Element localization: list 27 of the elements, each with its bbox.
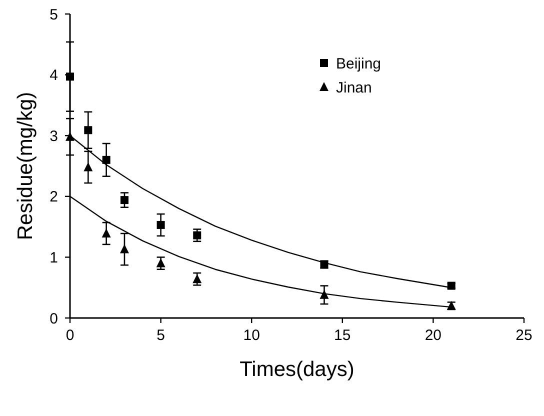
point (156, 220, 165, 229)
point (102, 228, 111, 238)
x-tick-label: 10 (243, 327, 260, 344)
point (192, 274, 202, 284)
y-tick-label: 4 (50, 67, 58, 84)
point (120, 244, 129, 254)
point (84, 162, 93, 172)
x-axis-title: Times(days) (240, 358, 354, 381)
point (193, 231, 202, 240)
point (66, 72, 74, 81)
y-tick-label: 3 (50, 128, 58, 145)
point (156, 258, 166, 268)
point (120, 196, 128, 204)
x-tick-label: 15 (334, 327, 351, 344)
x-tick-label: 0 (66, 327, 74, 344)
y-tick-label: 0 (50, 310, 58, 328)
x-tick-label: 20 (424, 327, 442, 344)
x-tick-label: 5 (156, 327, 165, 344)
y-tick-label: 1 (50, 249, 58, 266)
point (84, 126, 92, 134)
legend-label: Beijing (336, 55, 382, 72)
x-tick-label: 25 (516, 327, 532, 344)
point (102, 156, 110, 164)
y-axis-title: Residue(mg/kg) (14, 92, 37, 240)
y-tick-label: 5 (50, 6, 58, 24)
y-tick-label: 2 (50, 188, 58, 206)
legend-label: Jinan (336, 79, 372, 96)
